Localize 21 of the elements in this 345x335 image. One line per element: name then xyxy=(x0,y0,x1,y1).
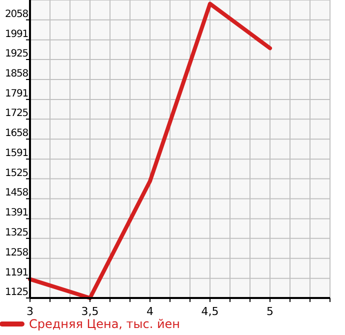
legend-label: Средняя Цена, тыс. йен xyxy=(29,317,180,331)
x-tick-label: 4 xyxy=(146,305,154,318)
y-tick-label: 1258 xyxy=(4,247,28,258)
x-tick-label: 3 xyxy=(26,305,34,318)
y-tick-label: 1658 xyxy=(4,128,28,140)
y-tick-label: 1725 xyxy=(4,108,28,120)
y-tick-label: 1525 xyxy=(4,168,28,179)
x-tick-label: 3,5 xyxy=(81,305,99,318)
y-tick-label: 1591 xyxy=(4,148,28,160)
x-tick-label: 4,5 xyxy=(201,305,219,318)
y-tick-label: 1858 xyxy=(4,68,28,80)
y-tick-label: 1191 xyxy=(4,267,28,278)
y-tick-label: 1458 xyxy=(4,188,28,199)
x-tick-label: 5 xyxy=(266,305,274,318)
y-tick-label: 1391 xyxy=(4,208,28,219)
y-tick-label: 1125 xyxy=(4,287,28,298)
y-tick-label: 1925 xyxy=(4,48,28,60)
y-tick-label: 1325 xyxy=(4,227,28,238)
y-tick-label: 1991 xyxy=(4,28,28,40)
y-tick-label: 2058 xyxy=(4,8,28,20)
y-tick-label: 1791 xyxy=(4,88,28,100)
